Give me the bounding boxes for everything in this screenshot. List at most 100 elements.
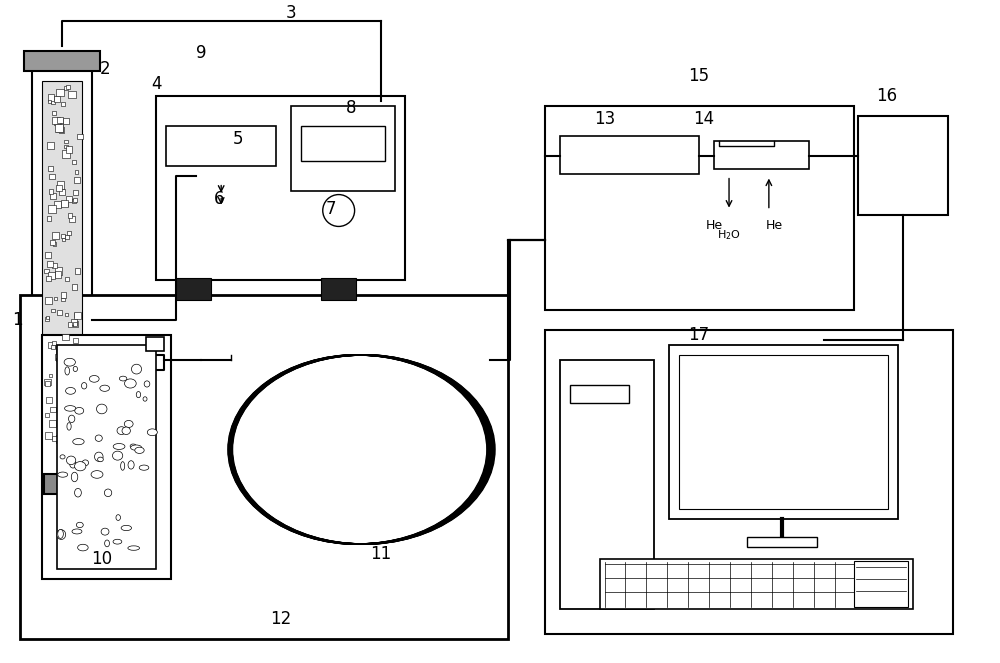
Bar	[545, 106, 854, 310]
Bar	[71, 377, 79, 384]
Bar	[66, 404, 71, 410]
Ellipse shape	[58, 472, 68, 477]
Bar	[45, 252, 51, 257]
Bar	[68, 322, 72, 327]
Bar	[71, 319, 77, 325]
Bar	[56, 89, 64, 96]
Text: 10: 10	[91, 550, 112, 568]
Ellipse shape	[96, 404, 107, 414]
Bar	[669, 345, 898, 519]
Bar	[63, 118, 69, 125]
Bar	[62, 238, 65, 241]
Ellipse shape	[143, 396, 147, 401]
Bar	[858, 116, 948, 215]
Ellipse shape	[128, 546, 140, 550]
Bar	[46, 316, 49, 319]
Bar	[72, 200, 76, 204]
Text: 13: 13	[594, 110, 615, 128]
Bar	[65, 313, 68, 316]
Bar	[68, 91, 76, 98]
Bar	[65, 277, 69, 280]
Bar	[56, 358, 59, 361]
Bar	[600, 559, 913, 609]
Ellipse shape	[121, 461, 125, 470]
Bar	[54, 96, 60, 103]
Bar	[55, 353, 61, 360]
Bar	[301, 126, 385, 160]
Bar	[57, 117, 63, 123]
Bar	[75, 269, 80, 274]
Bar	[20, 295, 508, 638]
Bar	[61, 200, 68, 207]
Bar	[24, 51, 100, 71]
Bar	[72, 160, 76, 164]
Text: 11: 11	[370, 545, 391, 563]
Bar	[68, 213, 72, 218]
Ellipse shape	[105, 540, 109, 547]
Bar	[65, 235, 69, 239]
Ellipse shape	[75, 489, 81, 497]
Bar	[59, 127, 64, 133]
Ellipse shape	[124, 420, 133, 428]
Ellipse shape	[116, 514, 120, 520]
Bar	[560, 136, 699, 174]
Text: 17: 17	[689, 326, 710, 344]
Bar	[74, 312, 79, 317]
Bar	[69, 216, 75, 223]
Bar	[570, 385, 629, 402]
Bar	[75, 170, 78, 174]
Ellipse shape	[113, 444, 125, 450]
Bar	[74, 312, 81, 319]
Ellipse shape	[121, 525, 132, 530]
Bar	[77, 134, 83, 139]
Bar	[74, 351, 80, 358]
Bar	[54, 297, 57, 300]
Bar	[32, 61, 92, 479]
Ellipse shape	[147, 429, 157, 436]
Text: 3: 3	[286, 5, 296, 23]
Bar	[64, 86, 68, 90]
Ellipse shape	[70, 461, 76, 468]
Ellipse shape	[119, 376, 127, 381]
Bar	[51, 345, 55, 349]
Text: He: He	[706, 219, 723, 232]
Bar	[62, 334, 69, 340]
Text: 7: 7	[325, 200, 336, 217]
Bar	[64, 145, 68, 148]
Bar	[45, 412, 49, 417]
Ellipse shape	[78, 544, 88, 551]
Bar	[50, 240, 55, 245]
Text: 4: 4	[151, 75, 162, 93]
Ellipse shape	[89, 375, 99, 383]
Ellipse shape	[117, 427, 126, 434]
Ellipse shape	[73, 367, 77, 371]
Bar	[56, 125, 63, 133]
Bar	[56, 436, 64, 443]
Bar	[61, 292, 66, 298]
Bar	[74, 366, 80, 372]
Ellipse shape	[124, 379, 136, 388]
Bar	[42, 335, 171, 579]
Ellipse shape	[112, 451, 123, 460]
Ellipse shape	[60, 455, 65, 459]
Bar	[52, 232, 59, 239]
Bar	[55, 271, 61, 278]
Bar	[72, 395, 75, 398]
Bar	[77, 363, 81, 367]
Bar	[69, 363, 72, 366]
Bar	[321, 278, 356, 300]
Ellipse shape	[136, 392, 141, 398]
Bar	[560, 360, 654, 609]
Ellipse shape	[122, 427, 130, 434]
Bar	[48, 272, 55, 279]
Bar	[72, 284, 77, 290]
Bar	[57, 422, 61, 426]
Ellipse shape	[65, 367, 70, 375]
Ellipse shape	[139, 465, 149, 470]
Bar	[57, 310, 62, 316]
Bar	[66, 85, 70, 89]
Bar	[73, 322, 77, 326]
Bar	[48, 166, 53, 171]
Bar	[49, 420, 56, 427]
Ellipse shape	[73, 439, 84, 445]
